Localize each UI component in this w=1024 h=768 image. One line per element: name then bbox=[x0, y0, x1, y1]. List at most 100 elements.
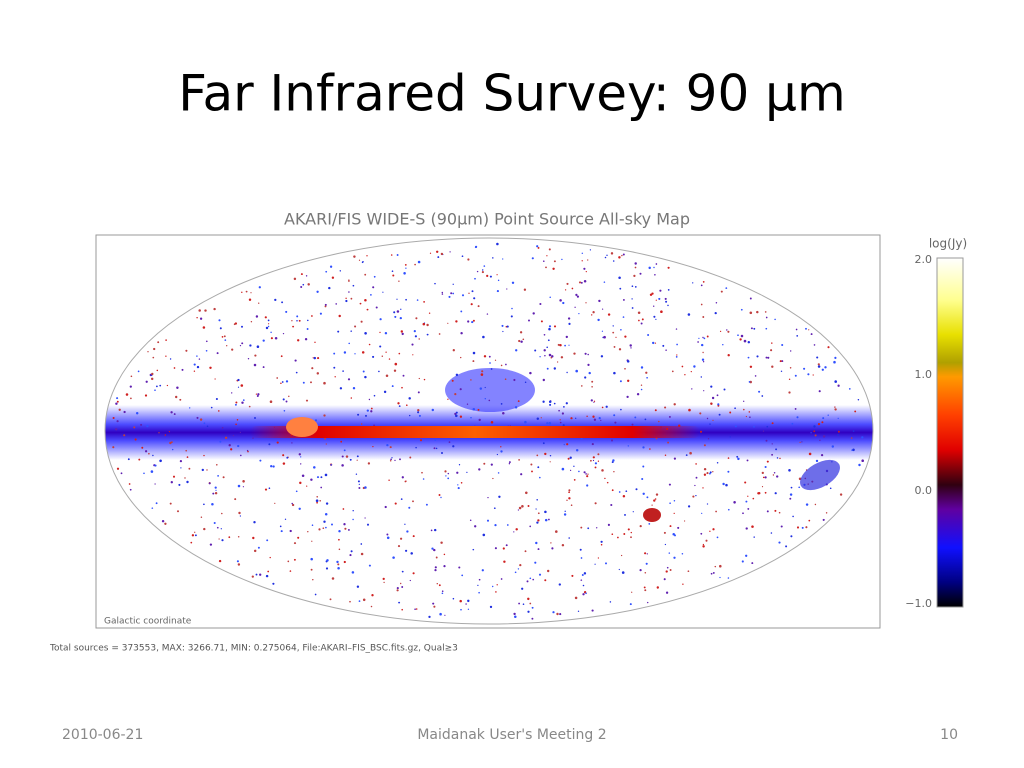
source-dot bbox=[765, 356, 768, 359]
source-dot bbox=[711, 396, 715, 400]
source-dot bbox=[433, 548, 436, 552]
source-dot bbox=[325, 502, 329, 505]
source-dot bbox=[305, 275, 308, 277]
source-dot bbox=[203, 503, 205, 506]
source-dot bbox=[634, 286, 637, 288]
source-dot bbox=[304, 338, 308, 341]
source-dot bbox=[274, 337, 278, 340]
source-dot bbox=[366, 409, 369, 412]
source-dot bbox=[743, 408, 745, 411]
source-dot bbox=[356, 585, 360, 588]
source-dot bbox=[827, 346, 830, 349]
source-dot bbox=[199, 317, 203, 320]
source-dot bbox=[636, 393, 640, 396]
source-dot bbox=[345, 297, 347, 300]
source-dot bbox=[152, 454, 154, 457]
source-dot bbox=[438, 584, 441, 587]
source-dot bbox=[716, 462, 719, 464]
source-dot bbox=[404, 523, 406, 525]
source-dot bbox=[158, 432, 160, 434]
source-dot bbox=[352, 386, 356, 390]
source-dot bbox=[319, 499, 322, 502]
source-dot bbox=[594, 466, 597, 469]
source-dot bbox=[564, 289, 567, 291]
source-dot bbox=[293, 277, 297, 281]
source-dot bbox=[770, 349, 773, 352]
source-dot bbox=[613, 345, 616, 348]
source-dot bbox=[667, 304, 669, 307]
source-dot bbox=[542, 400, 545, 403]
source-dot bbox=[338, 538, 340, 541]
source-dot bbox=[458, 464, 461, 466]
source-dot bbox=[351, 571, 355, 574]
source-dot bbox=[575, 369, 578, 373]
source-dot bbox=[288, 395, 290, 398]
source-dot bbox=[592, 415, 595, 418]
source-dot bbox=[133, 426, 136, 429]
source-dot bbox=[502, 412, 505, 415]
source-dot bbox=[675, 356, 678, 358]
source-dot bbox=[618, 276, 621, 279]
source-dot bbox=[400, 498, 403, 500]
source-dot bbox=[544, 518, 548, 522]
source-dot bbox=[850, 437, 853, 439]
source-dot bbox=[647, 601, 649, 604]
source-dot bbox=[750, 327, 753, 330]
source-dot bbox=[654, 498, 657, 500]
source-dot bbox=[536, 245, 539, 248]
source-dot bbox=[172, 448, 174, 451]
source-dot bbox=[742, 512, 744, 515]
source-dot bbox=[478, 468, 481, 471]
source-dot bbox=[854, 410, 857, 413]
source-dot bbox=[399, 582, 402, 585]
source-dot bbox=[223, 335, 226, 338]
source-dot bbox=[382, 577, 385, 581]
source-dot bbox=[539, 302, 542, 306]
source-dot bbox=[518, 459, 520, 461]
source-dot bbox=[323, 414, 326, 417]
source-dot bbox=[311, 367, 314, 370]
source-dot bbox=[718, 413, 721, 416]
source-dot bbox=[766, 425, 769, 428]
source-dot bbox=[384, 331, 388, 335]
source-dot bbox=[398, 352, 401, 355]
source-dot bbox=[848, 388, 851, 390]
source-dot bbox=[251, 575, 254, 578]
source-dot bbox=[174, 395, 178, 399]
source-dot bbox=[254, 417, 256, 419]
source-dot bbox=[695, 476, 698, 479]
source-dot bbox=[460, 331, 463, 335]
source-dot bbox=[456, 471, 459, 474]
source-dot bbox=[467, 608, 470, 610]
source-dot bbox=[221, 539, 224, 542]
source-dot bbox=[660, 310, 663, 314]
source-dot bbox=[267, 325, 270, 328]
sky-map bbox=[105, 238, 873, 624]
source-dot bbox=[517, 568, 520, 570]
source-dot bbox=[552, 611, 555, 614]
source-dot bbox=[821, 368, 824, 371]
slide-title: Far Infrared Survey: 90 μm bbox=[178, 65, 845, 123]
source-dot bbox=[240, 384, 244, 387]
source-dot bbox=[316, 476, 320, 479]
source-dot bbox=[627, 445, 630, 447]
source-dot bbox=[310, 381, 312, 384]
source-dot bbox=[640, 388, 643, 391]
source-dot bbox=[116, 467, 120, 470]
source-dot bbox=[319, 312, 322, 315]
source-dot bbox=[600, 540, 603, 543]
source-dot bbox=[203, 454, 205, 457]
source-dot bbox=[200, 516, 203, 519]
source-dot bbox=[722, 482, 725, 486]
source-dot bbox=[419, 439, 423, 442]
source-dot bbox=[458, 566, 461, 569]
source-dot bbox=[640, 384, 643, 386]
source-dot bbox=[677, 526, 680, 529]
source-dot bbox=[569, 469, 572, 472]
source-dot bbox=[671, 370, 674, 373]
source-dot bbox=[703, 337, 706, 340]
source-dot bbox=[130, 397, 132, 400]
source-dot bbox=[428, 312, 431, 314]
source-dot bbox=[617, 536, 619, 539]
source-dot bbox=[762, 430, 765, 432]
